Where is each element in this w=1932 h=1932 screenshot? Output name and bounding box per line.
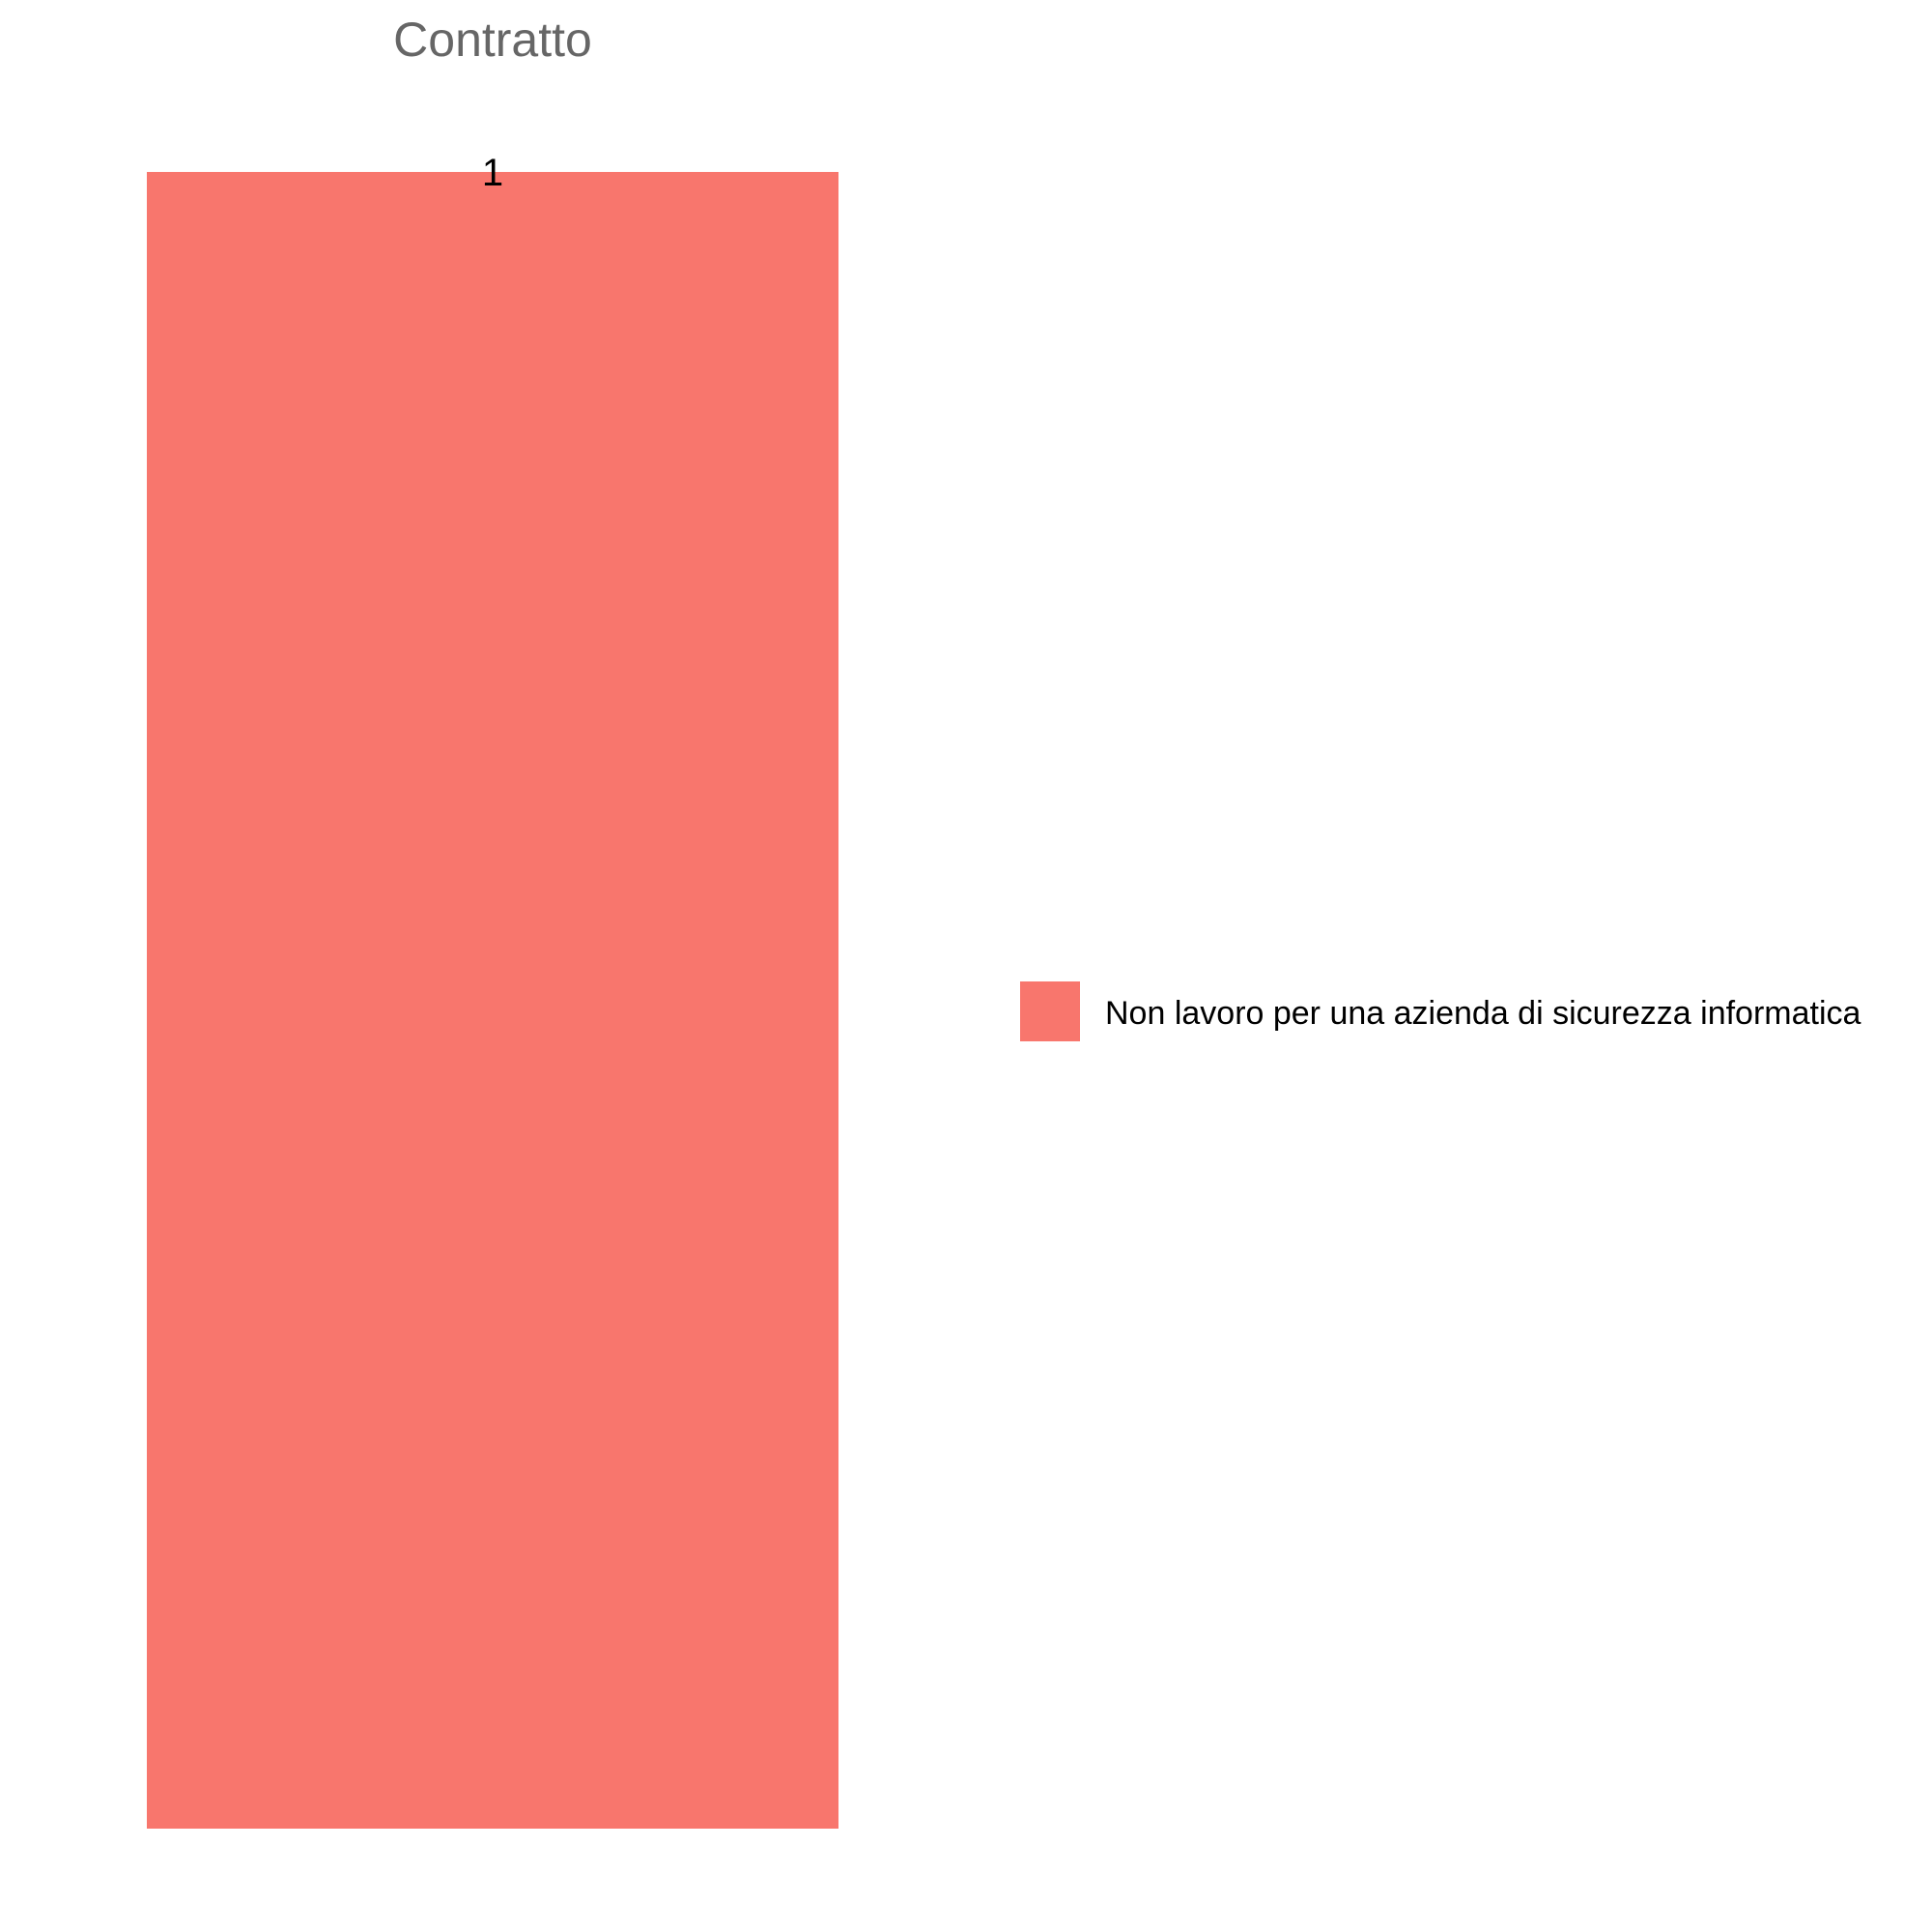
chart-title: Contratto (393, 13, 592, 67)
legend: Non lavoro per una azienda di sicurezza … (1020, 981, 1861, 1041)
bar (147, 172, 838, 1829)
bar-value-label: 1 (482, 152, 503, 194)
legend-label: Non lavoro per una azienda di sicurezza … (1105, 995, 1861, 1032)
plot-area: 1 (147, 152, 838, 1829)
legend-key (1020, 981, 1080, 1041)
